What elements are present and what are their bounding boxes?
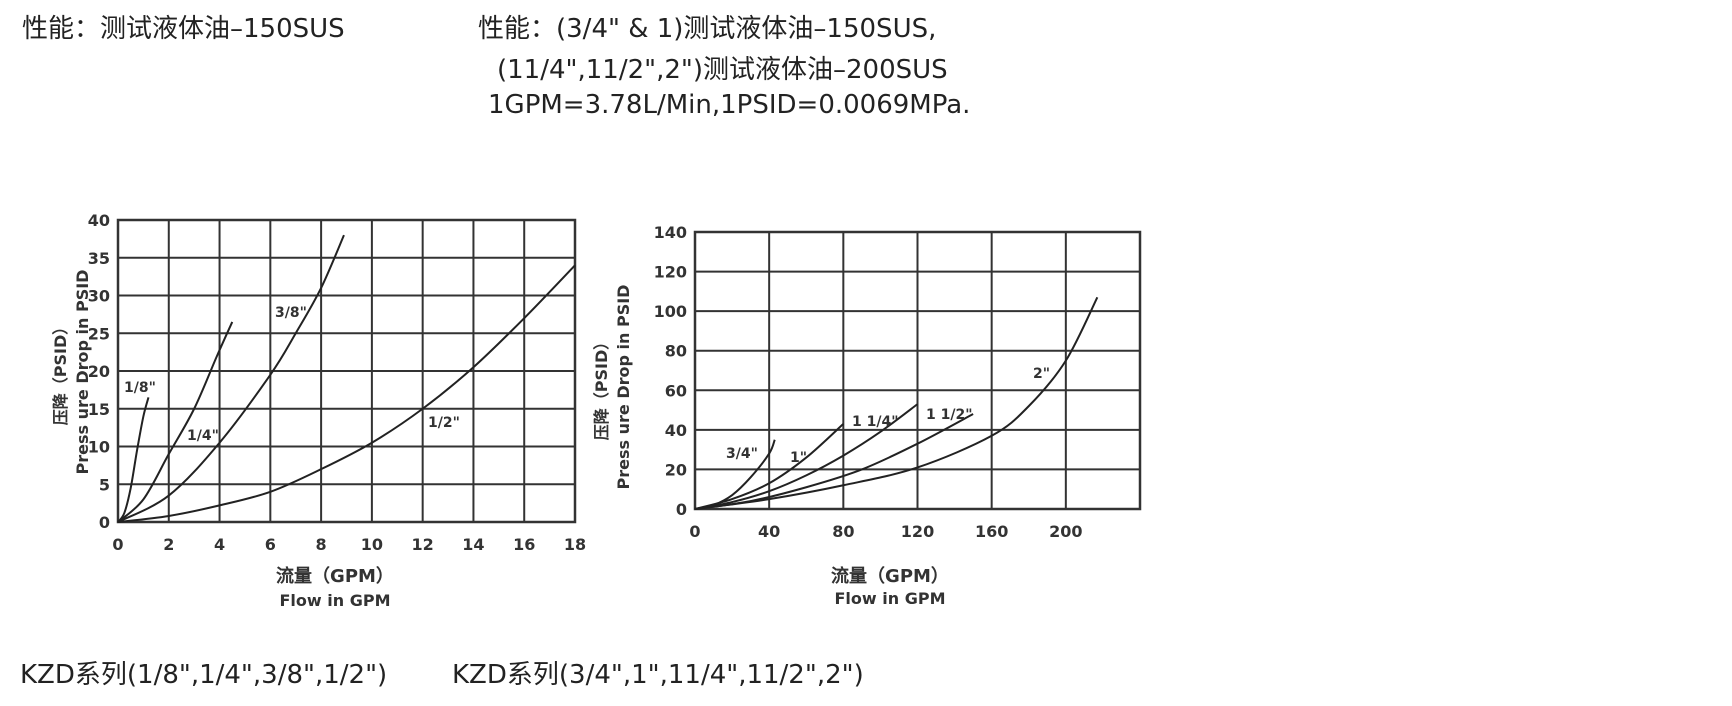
right-y-tick-label: 40 (665, 421, 687, 440)
left-x-tick-label: 10 (361, 535, 383, 554)
left-series-line-0 (117, 397, 150, 523)
left-x-tick-label: 0 (112, 535, 123, 554)
right-series-label-1: 1" (790, 450, 807, 466)
right-series-line-2 (694, 403, 919, 510)
right-y-tick-label: 100 (654, 302, 687, 321)
right-x-tick-label: 160 (975, 522, 1008, 541)
right-y-tick-label: 80 (665, 342, 687, 361)
left-plot-frame (116, 218, 577, 524)
right-x-tick-label: 80 (832, 522, 854, 541)
left-y-tick-label: 0 (99, 513, 110, 532)
left-x-tick-label: 2 (163, 535, 174, 554)
header-right-line-1: 性能：(3/4" & 1)测试液体油–150SUS, (478, 14, 937, 44)
left-x-tick-label: 8 (316, 535, 327, 554)
right-y-tick-label: 20 (665, 460, 687, 479)
left-y-tick-label: 30 (88, 287, 110, 306)
left-y-tick-label: 40 (88, 211, 110, 230)
left-x-axis-sublabel: Flow in GPM (280, 591, 391, 610)
right-series-label-4: 2" (1033, 366, 1050, 382)
right-x-tick-label: 40 (758, 522, 780, 541)
right-series-label-2: 1 1/4" (852, 414, 899, 430)
right-x-tick-label: 0 (689, 522, 700, 541)
right-x-axis-label: 流量（GPM） (831, 565, 949, 587)
left-y-tick-label: 20 (88, 362, 110, 381)
left-x-tick-label: 6 (265, 535, 276, 554)
right-x-tick-label: 120 (901, 522, 934, 541)
left-x-tick-label: 12 (412, 535, 434, 554)
left-series-label-0: 1/8" (124, 380, 156, 396)
left-x-tick-label: 14 (462, 535, 484, 554)
header-right-line-3: 1GPM=3.78L/Min,1PSID=0.0069MPa. (488, 90, 971, 120)
header-left-text: 性能：测试液体油–150SUS (22, 14, 345, 44)
left-series-label-1: 1/4" (187, 428, 219, 444)
left-y-axis-label: 压降（PSID） (51, 319, 70, 426)
right-y-tick-label: 140 (654, 223, 687, 242)
right-x-axis-sublabel: Flow in GPM (835, 589, 946, 608)
left-series-label-2: 3/8" (275, 305, 307, 321)
right-x-tick-label: 200 (1049, 522, 1082, 541)
header-right-line-2: (11/4",11/2",2")测试液体油–200SUS (497, 55, 948, 85)
left-y-axis-sublabel: Press ure Drop in PSID (73, 270, 92, 475)
left-y-tick-label: 25 (88, 324, 110, 343)
right-plot-frame (693, 230, 1142, 511)
left-y-tick-label: 10 (88, 438, 110, 457)
left-series-line-3 (117, 264, 576, 523)
right-y-tick-label: 60 (665, 381, 687, 400)
right-y-axis-sublabel: Press ure Drop in PSID (614, 285, 633, 490)
right-series-line-1 (694, 423, 845, 510)
right-series-label-0: 3/4" (726, 446, 758, 462)
left-series-line-2 (117, 234, 345, 523)
left-x-tick-label: 18 (564, 535, 586, 554)
left-x-axis-label: 流量（GPM） (276, 565, 394, 587)
right-y-tick-label: 120 (654, 263, 687, 282)
left-x-tick-label: 16 (513, 535, 535, 554)
right-y-tick-label: 0 (676, 500, 687, 519)
left-series-line-1 (117, 321, 234, 523)
left-y-tick-label: 15 (88, 400, 110, 419)
caption-left: KZD系列(1/8",1/4",3/8",1/2") (20, 660, 388, 690)
right-series-line-4 (694, 296, 1099, 510)
left-series-label-3: 1/2" (428, 415, 460, 431)
caption-right: KZD系列(3/4",1",11/4",11/2",2") (452, 660, 864, 690)
right-y-axis-label: 压降（PSID） (592, 334, 611, 441)
left-y-tick-label: 35 (88, 249, 110, 268)
right-series-label-3: 1 1/2" (926, 407, 973, 423)
left-y-tick-label: 5 (99, 475, 110, 494)
left-x-tick-label: 4 (214, 535, 225, 554)
